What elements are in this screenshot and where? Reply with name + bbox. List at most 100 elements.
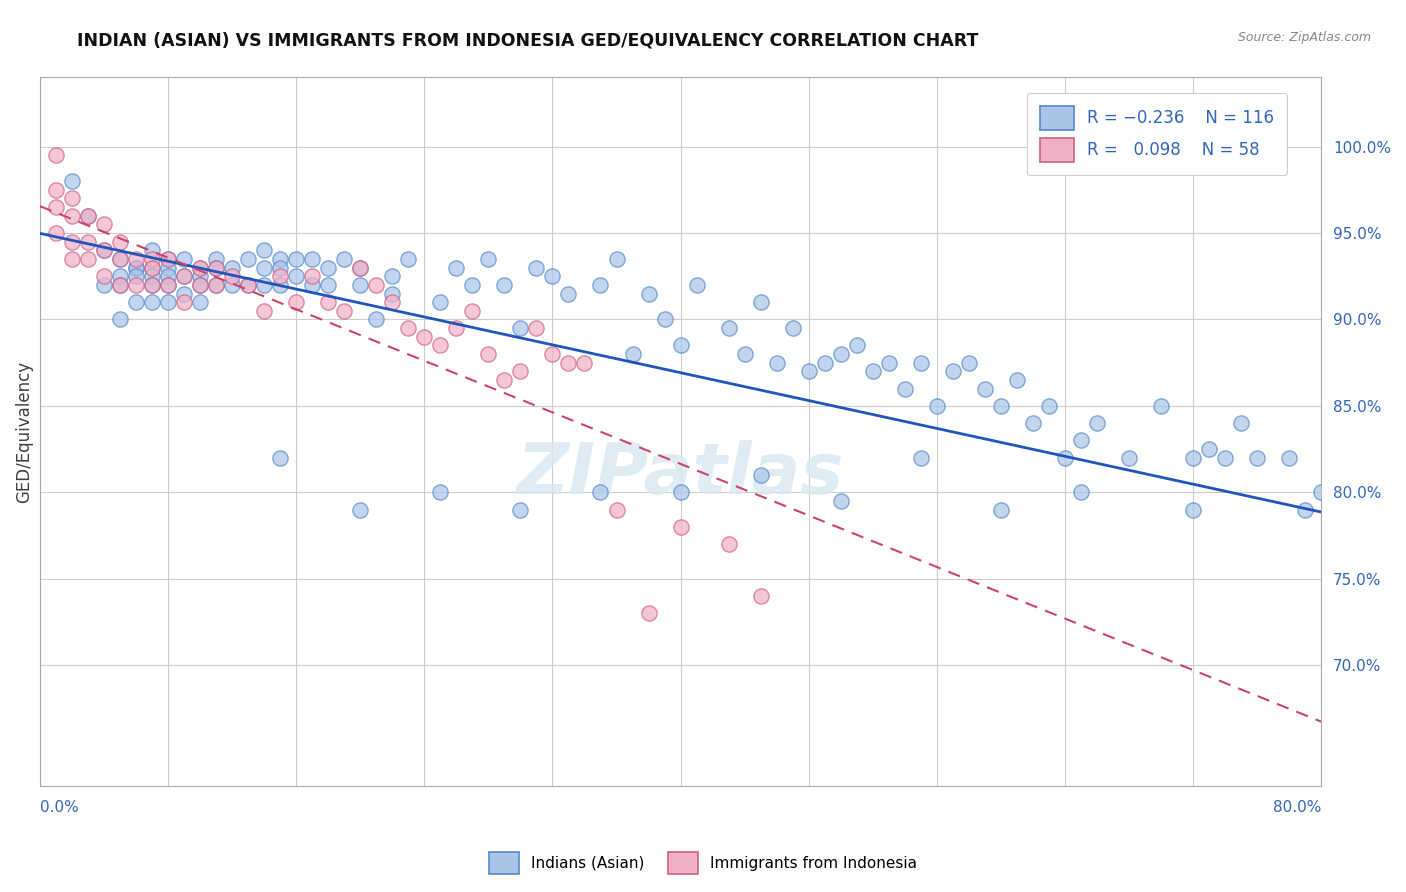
Point: [509, 502, 531, 516]
Point: [188, 277, 211, 292]
Point: [973, 382, 995, 396]
Point: [1150, 399, 1173, 413]
Point: [125, 252, 148, 266]
Point: [574, 356, 596, 370]
Point: [509, 364, 531, 378]
Point: [141, 269, 163, 284]
Point: [910, 450, 932, 465]
Point: [157, 277, 180, 292]
Point: [526, 321, 548, 335]
Point: [877, 356, 900, 370]
Text: ZIPatlas: ZIPatlas: [517, 440, 844, 508]
Point: [141, 260, 163, 275]
Point: [942, 364, 965, 378]
Point: [1022, 416, 1045, 430]
Point: [669, 338, 692, 352]
Point: [862, 364, 884, 378]
Point: [253, 303, 276, 318]
Point: [446, 321, 468, 335]
Point: [1070, 485, 1092, 500]
Point: [396, 321, 419, 335]
Text: 0.0%: 0.0%: [39, 800, 79, 815]
Point: [108, 252, 131, 266]
Point: [93, 269, 115, 284]
Point: [141, 252, 163, 266]
Point: [541, 269, 564, 284]
Point: [925, 399, 948, 413]
Point: [141, 277, 163, 292]
Point: [749, 589, 772, 603]
Point: [157, 295, 180, 310]
Point: [125, 260, 148, 275]
Point: [188, 269, 211, 284]
Point: [734, 347, 756, 361]
Point: [45, 226, 67, 240]
Point: [717, 537, 740, 551]
Point: [221, 277, 243, 292]
Point: [494, 373, 516, 387]
Point: [654, 312, 676, 326]
Point: [541, 347, 564, 361]
Point: [205, 260, 228, 275]
Point: [108, 312, 131, 326]
Point: [413, 329, 436, 343]
Point: [157, 260, 180, 275]
Point: [349, 277, 371, 292]
Point: [173, 252, 195, 266]
Point: [589, 485, 612, 500]
Point: [188, 277, 211, 292]
Point: [45, 148, 67, 162]
Point: [366, 312, 388, 326]
Point: [285, 269, 308, 284]
Point: [316, 277, 339, 292]
Point: [253, 244, 276, 258]
Point: [1310, 485, 1333, 500]
Point: [301, 269, 323, 284]
Point: [461, 277, 484, 292]
Point: [236, 277, 259, 292]
Point: [205, 277, 228, 292]
Point: [77, 209, 100, 223]
Point: [1230, 416, 1253, 430]
Point: [1213, 450, 1236, 465]
Point: [221, 260, 243, 275]
Point: [269, 277, 291, 292]
Point: [957, 356, 980, 370]
Point: [1118, 450, 1140, 465]
Point: [188, 260, 211, 275]
Point: [253, 260, 276, 275]
Point: [685, 277, 707, 292]
Point: [333, 303, 356, 318]
Point: [717, 321, 740, 335]
Point: [301, 277, 323, 292]
Point: [108, 277, 131, 292]
Point: [173, 269, 195, 284]
Point: [205, 277, 228, 292]
Point: [45, 200, 67, 214]
Point: [1278, 450, 1301, 465]
Point: [381, 269, 404, 284]
Text: INDIAN (ASIAN) VS IMMIGRANTS FROM INDONESIA GED/EQUIVALENCY CORRELATION CHART: INDIAN (ASIAN) VS IMMIGRANTS FROM INDONE…: [77, 31, 979, 49]
Point: [301, 252, 323, 266]
Point: [509, 321, 531, 335]
Point: [157, 277, 180, 292]
Point: [621, 347, 644, 361]
Point: [797, 364, 820, 378]
Text: 80.0%: 80.0%: [1272, 800, 1322, 815]
Point: [749, 295, 772, 310]
Point: [93, 218, 115, 232]
Point: [1038, 399, 1060, 413]
Point: [461, 303, 484, 318]
Point: [605, 502, 627, 516]
Point: [910, 356, 932, 370]
Point: [1198, 442, 1220, 456]
Point: [1182, 502, 1205, 516]
Point: [269, 260, 291, 275]
Point: [637, 607, 659, 621]
Legend: Indians (Asian), Immigrants from Indonesia: Indians (Asian), Immigrants from Indones…: [482, 846, 924, 880]
Point: [236, 277, 259, 292]
Point: [429, 295, 451, 310]
Point: [157, 269, 180, 284]
Point: [381, 295, 404, 310]
Point: [316, 260, 339, 275]
